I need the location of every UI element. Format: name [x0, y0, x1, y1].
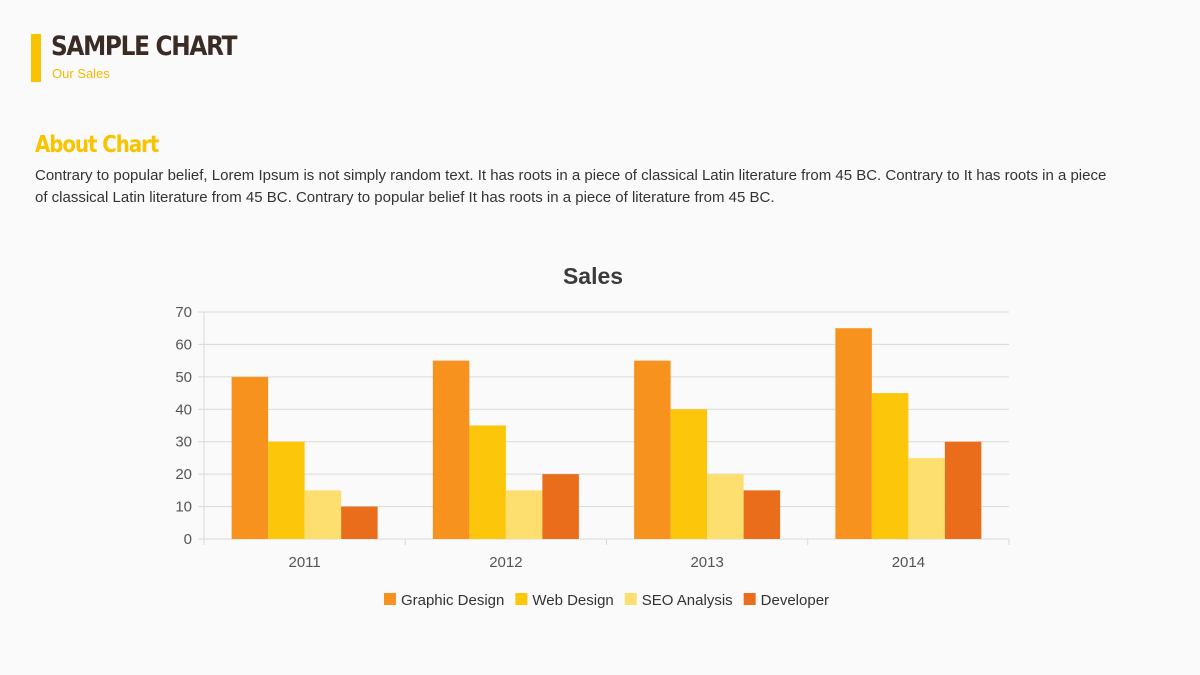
bar-graphic-design-2014 — [835, 328, 872, 539]
y-axis: 0 10 20 30 40 50 60 70 — [175, 304, 205, 548]
about-paragraph: Contrary to popular belief, Lorem Ipsum … — [35, 167, 1107, 206]
bar-seo-analysis-2011 — [304, 490, 342, 539]
legend-item: Graphic Design — [383, 592, 504, 609]
bar-web-design-2014 — [871, 393, 909, 539]
bar-seo-analysis-2012 — [505, 490, 543, 539]
legend-label: SEO Analysis — [642, 592, 733, 609]
y-tick-label: 30 — [175, 434, 192, 451]
bars — [231, 328, 982, 539]
title-accent-bar — [31, 34, 41, 82]
bar-web-design-2012 — [469, 425, 506, 539]
legend-label: Developer — [761, 592, 829, 609]
bar-developer-2012 — [542, 474, 579, 539]
bar-seo-analysis-2013 — [707, 474, 744, 539]
y-tick-label: 10 — [175, 499, 192, 516]
legend-swatch — [624, 593, 637, 605]
x-axis: 2011 2012 2013 2014 — [203, 538, 1010, 571]
bar-graphic-design-2013 — [634, 360, 671, 539]
x-tick-label: 2014 — [892, 554, 925, 571]
bar-developer-2013 — [743, 490, 781, 539]
legend: Graphic Design Web Design SEO Analysis Deve… — [383, 592, 829, 609]
legend-item: SEO Analysis — [624, 592, 733, 609]
x-tick-label: 2011 — [288, 554, 320, 571]
bar-web-design-2011 — [268, 441, 305, 539]
legend-swatch — [743, 593, 756, 605]
bar-developer-2014 — [944, 441, 982, 539]
y-tick-label: 40 — [175, 401, 192, 418]
y-tick-label: 60 — [175, 336, 192, 353]
legend-label: Graphic Design — [401, 592, 504, 609]
about-heading: About Chart — [35, 132, 159, 158]
legend-item: Developer — [743, 592, 829, 609]
legend-swatch — [383, 593, 396, 605]
bar-developer-2011 — [341, 506, 378, 539]
page-title: SAMPLE CHART — [51, 31, 238, 62]
bar-web-design-2013 — [670, 409, 708, 539]
bar-seo-analysis-2014 — [908, 457, 945, 539]
y-tick-label: 50 — [175, 369, 192, 386]
y-tick-label: 0 — [184, 531, 192, 548]
chart-title: Sales — [563, 263, 623, 289]
y-tick-label: 20 — [175, 466, 192, 483]
y-tick-label: 70 — [175, 304, 192, 321]
x-tick-label: 2012 — [489, 554, 522, 571]
x-tick-label: 2013 — [690, 554, 723, 571]
bar-graphic-design-2012 — [432, 360, 470, 539]
page-subtitle: Our Sales — [52, 66, 110, 81]
legend-item: Web Design — [515, 592, 614, 609]
legend-label: Web Design — [532, 592, 613, 609]
bar-graphic-design-2011 — [231, 376, 269, 539]
legend-swatch — [515, 593, 528, 605]
